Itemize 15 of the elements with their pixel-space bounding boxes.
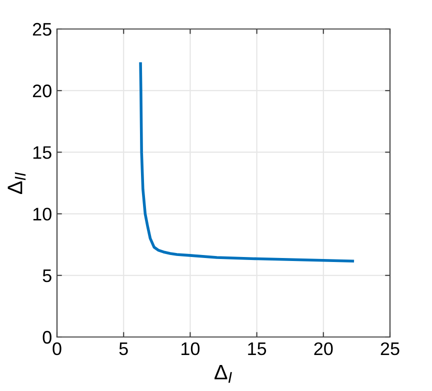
x-tick-label: 5 (119, 342, 128, 356)
y-tick-label: 25 (32, 22, 52, 36)
y-tick-label: 10 (33, 208, 52, 221)
x-tick-label: 10 (182, 342, 200, 356)
x-axis-title: Δ$_{I}$ (214, 364, 232, 383)
x-tick-label: 15 (248, 342, 266, 356)
x-tick-label: 20 (314, 342, 333, 356)
y-tick-label: 5 (42, 270, 52, 282)
y-axis-title: Δ$_{II}$ (8, 172, 26, 194)
x-tick-label: 25 (380, 342, 400, 356)
y-tick-label: 20 (32, 84, 52, 98)
y-tick-label: 15 (33, 146, 52, 159)
line-series (139, 60, 356, 262)
y-tick-label: 0 (42, 330, 52, 344)
x-tick-label: 0 (52, 342, 62, 356)
